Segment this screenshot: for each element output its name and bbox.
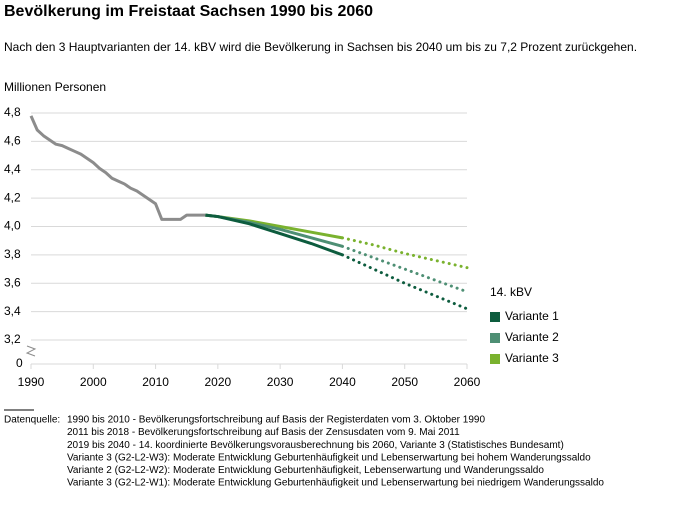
y-tick-label: 3,2 [4,332,21,346]
source-line: Variante 3 (G2-L2-W3): Moderate Entwickl… [67,452,591,463]
source-line: Variante 2 (G2-L2-W2): Moderate Entwickl… [67,465,544,476]
y-axis-label: Millionen Personen [4,80,106,94]
series-line [29,115,206,221]
legend-label: Variante 2 [505,330,559,344]
y-tick-label: 3,8 [4,247,21,261]
axis-break [25,345,37,357]
y-tick-label: 3,6 [4,275,21,289]
legend-label: Variante 1 [505,309,559,323]
y-tick-label: 4,2 [4,190,21,204]
x-tick-label: 2050 [391,375,418,389]
x-tick-label: 2020 [205,375,232,389]
y-tick-label: 4,0 [4,219,21,233]
y-tick-label: 4,8 [4,105,21,119]
chart-title: Bevölkerung im Freistaat Sachsen 1990 bi… [4,3,373,20]
source-line: 2019 bis 2040 - 14. koordinierte Bevölke… [67,440,564,451]
y-tick-label: 4,4 [4,162,21,176]
legend-label: Variante 3 [505,351,559,365]
source-line: 2011 bis 2018 - Bevölkerungsfortschreibu… [67,427,460,438]
source-line: Variante 3 (G2-L2-W1): Moderate Entwickl… [67,478,604,489]
x-tick-label: 2010 [142,375,169,389]
legend-title: 14. kBV [490,285,532,299]
x-tick-label: 2030 [267,375,294,389]
x-tick-label: 2060 [454,375,481,389]
projection-line [340,253,469,311]
legend-swatch [490,333,500,343]
y-tick-label: 4,6 [4,134,21,148]
y-break-label: 0 [16,356,23,370]
x-tick-label: 2040 [329,375,356,389]
source-line: 1990 bis 2010 - Bevölkerungsfortschreibu… [67,415,485,426]
legend-swatch [490,312,500,322]
projection-line [340,244,469,294]
legend-swatch [490,354,500,364]
series-line [205,213,343,257]
x-tick-label: 2000 [80,375,107,389]
x-tick-label: 1990 [18,375,45,389]
y-tick-label: 3,4 [4,304,21,318]
source-label: Datenquelle: [4,415,60,426]
chart-subtitle: Nach den 3 Hauptvarianten der 14. kBV wi… [4,40,637,54]
